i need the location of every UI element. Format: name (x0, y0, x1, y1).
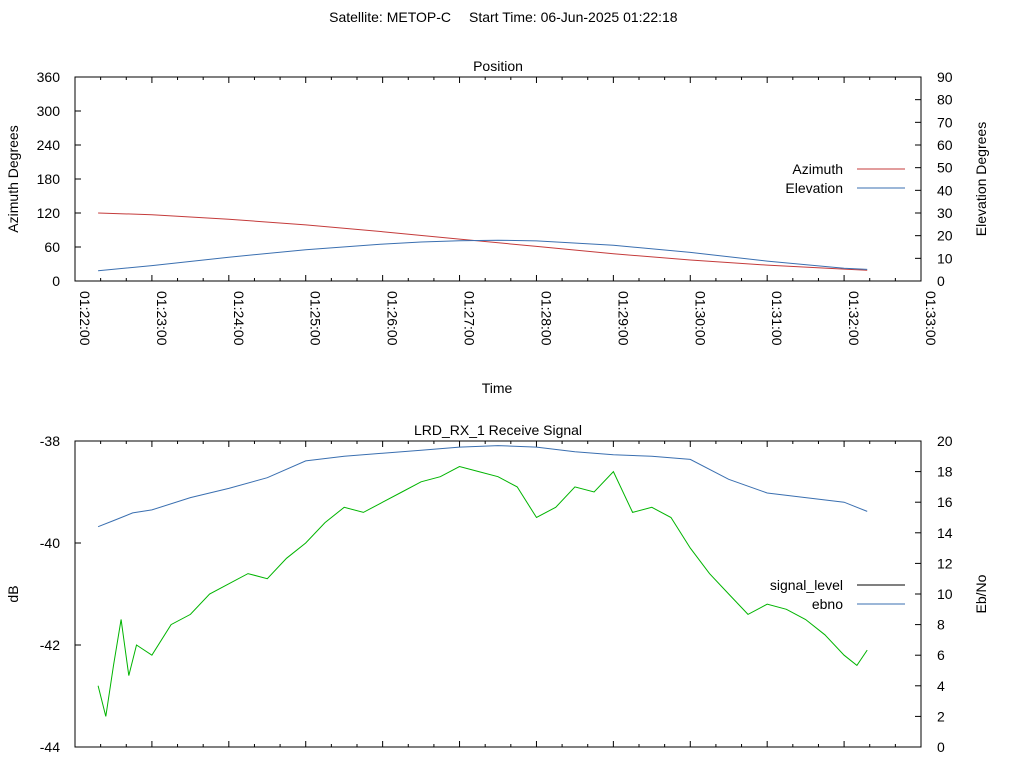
signal-y2-tick-label: 2 (937, 708, 945, 724)
signal-y2-tick-label: 16 (937, 494, 953, 510)
position-x-tick-label: 01:23:00 (154, 291, 170, 346)
position-y2-tick-label: 50 (937, 160, 953, 176)
position-title: Position (473, 58, 523, 74)
position-x-tick-label: 01:24:00 (231, 291, 247, 346)
position-x-tick-label: 01:31:00 (769, 291, 785, 346)
signal-y2-tick-label: 4 (937, 678, 945, 694)
ebno-line (97, 445, 868, 528)
position-x-tick-label: 01:27:00 (462, 291, 478, 346)
signal-y2-tick-label: 8 (937, 617, 945, 633)
signal-y-tick-label: -38 (40, 433, 60, 449)
position-y2-tick-label: 60 (937, 137, 953, 153)
position-x-tick-label: 01:32:00 (846, 291, 862, 346)
signal-y2-tick-label: 6 (937, 647, 945, 663)
position-y-tick-label: 60 (44, 239, 60, 255)
position-y2-axis-label: Elevation Degrees (973, 122, 989, 236)
position-y-tick-label: 240 (37, 137, 61, 153)
position-y2-tick-label: 30 (937, 205, 953, 221)
position-y2-tick-label: 80 (937, 92, 953, 108)
legend-ebno-label: ebno (812, 596, 843, 612)
legend-elevation-label: Elevation (785, 180, 843, 196)
signal-y-tick-label: -42 (40, 637, 60, 653)
signal-y2-tick-label: 10 (937, 586, 953, 602)
signal-y2-tick-label: 14 (937, 525, 953, 541)
signal-plot-frame (74, 440, 922, 748)
position-y-tick-label: 120 (37, 205, 61, 221)
position-x-axis-label: Time (482, 380, 513, 396)
position-y-tick-label: 360 (37, 69, 61, 85)
elevation-line (98, 239, 868, 272)
signal-y-tick-label: -40 (40, 535, 60, 551)
position-y2-tick-label: 90 (937, 69, 953, 85)
position-y2-tick-label: 20 (937, 228, 953, 244)
position-x-tick-label: 01:22:00 (77, 291, 93, 346)
position-x-tick-label: 01:26:00 (385, 291, 401, 346)
position-y2-tick-label: 70 (937, 114, 953, 130)
signal-y2-tick-label: 20 (937, 433, 953, 449)
legend-signal-level-label: signal_level (770, 577, 843, 593)
position-x-tick-label: 01:29:00 (615, 291, 631, 346)
signal-y2-axis-label: Eb/No (973, 574, 989, 613)
position-x-tick-label: 01:25:00 (308, 291, 324, 346)
start-time-label: Start Time: 06-Jun-2025 01:22:18 (469, 9, 678, 25)
signal-level-line (97, 465, 868, 717)
signal-y2-tick-label: 18 (937, 464, 953, 480)
position-x-tick-label: 01:30:00 (692, 291, 708, 346)
signal-y2-tick-label: 0 (937, 739, 945, 755)
position-x-tick-label: 01:33:00 (923, 291, 939, 346)
signal-y-axis-label: dB (5, 585, 21, 602)
position-y-tick-label: 180 (37, 171, 61, 187)
position-plot-frame (74, 76, 922, 282)
signal-y-tick-label: -44 (40, 739, 60, 755)
position-x-tick-label: 01:28:00 (538, 291, 554, 346)
position-y-axis-label: Azimuth Degrees (5, 125, 21, 232)
position-y2-tick-label: 40 (937, 182, 953, 198)
position-y2-tick-label: 0 (937, 273, 945, 289)
position-y-tick-label: 0 (52, 273, 60, 289)
position-y-tick-label: 300 (37, 103, 61, 119)
satellite-label: Satellite: METOP-C (329, 9, 451, 25)
signal-y2-tick-label: 12 (937, 555, 953, 571)
signal-title: LRD_RX_1 Receive Signal (414, 422, 582, 438)
azimuth-line (98, 212, 868, 271)
legend-azimuth-label: Azimuth (792, 161, 843, 177)
position-y2-tick-label: 10 (937, 250, 953, 266)
